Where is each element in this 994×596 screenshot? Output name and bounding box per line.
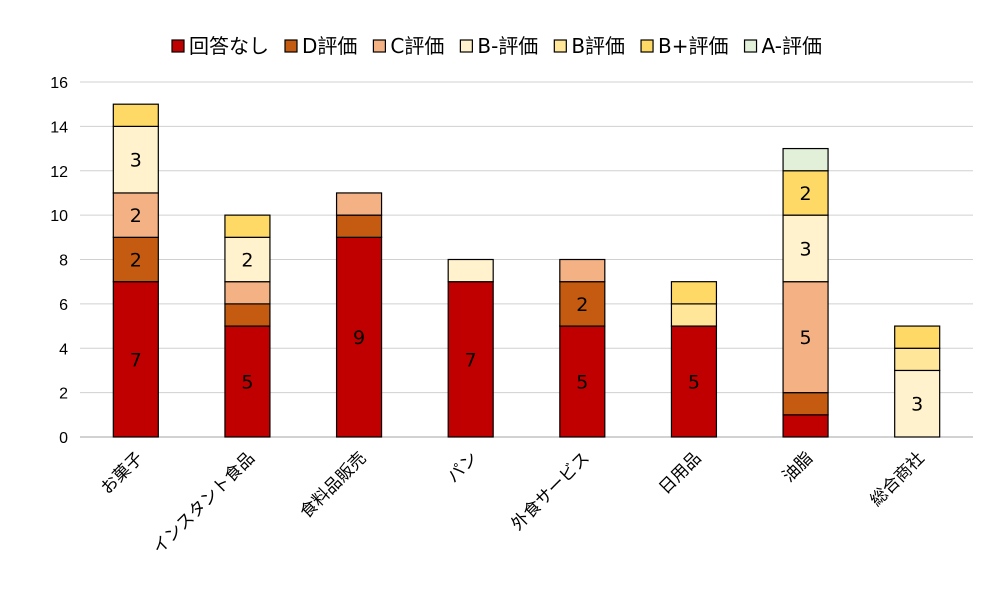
data-label: 2 bbox=[576, 294, 588, 316]
legend-label: 回答なし bbox=[189, 34, 269, 58]
legend-item: B評価 bbox=[553, 34, 625, 58]
bar-segment bbox=[670, 281, 718, 305]
legend-item: B+評価 bbox=[640, 34, 729, 58]
bars bbox=[112, 103, 941, 438]
legend-swatch bbox=[459, 39, 473, 53]
y-tick-label: 0 bbox=[59, 430, 68, 447]
x-tick-label: お菓子 bbox=[97, 448, 147, 498]
x-tick-label: 油脂 bbox=[779, 448, 817, 486]
x-tick-label: 日用品 bbox=[655, 448, 705, 498]
data-labels: 7 2 2 3 5 2 9 7 5 2 5 5 3 2 3 bbox=[130, 150, 923, 416]
y-tick-label: 4 bbox=[59, 341, 68, 358]
legend-item: C評価 bbox=[372, 34, 444, 58]
legend-label: D評価 bbox=[302, 34, 357, 58]
legend-item: B-評価 bbox=[459, 34, 538, 58]
data-label: 3 bbox=[911, 394, 923, 416]
data-label: 7 bbox=[130, 349, 142, 371]
data-label: 2 bbox=[241, 250, 253, 272]
y-tick-label: 16 bbox=[50, 75, 68, 92]
y-tick-label: 12 bbox=[50, 164, 68, 181]
y-tick-label: 6 bbox=[59, 297, 68, 314]
data-label: 2 bbox=[130, 250, 142, 272]
bar-segment bbox=[782, 147, 829, 172]
x-tick-label: パン bbox=[443, 448, 482, 487]
bar-segment bbox=[670, 303, 718, 327]
x-tick-label: インスタント食品 bbox=[149, 448, 259, 558]
bar-segment bbox=[894, 369, 941, 438]
y-tick-label: 8 bbox=[59, 253, 68, 270]
legend-swatch bbox=[284, 39, 298, 53]
bar-segment bbox=[782, 392, 829, 416]
data-label: 5 bbox=[688, 372, 700, 394]
legend-item: 回答なし bbox=[171, 34, 269, 58]
data-label: 5 bbox=[241, 372, 253, 394]
legend-label: C評価 bbox=[390, 34, 444, 58]
bar-segment bbox=[112, 125, 159, 194]
legend-swatch bbox=[640, 39, 654, 53]
legend-swatch bbox=[372, 39, 387, 53]
x-tick-label: 総合商社 bbox=[866, 448, 928, 510]
legend-label: B-評価 bbox=[477, 34, 538, 58]
y-tick-label: 2 bbox=[59, 386, 68, 403]
data-label: 5 bbox=[576, 372, 588, 394]
bar-segment bbox=[224, 236, 271, 283]
data-label: 3 bbox=[130, 150, 142, 172]
data-label: 2 bbox=[800, 183, 812, 205]
legend-swatch bbox=[743, 39, 758, 53]
bar-segment bbox=[782, 281, 829, 394]
y-tick-label: 10 bbox=[50, 208, 68, 225]
bar-segment bbox=[894, 325, 941, 349]
bar-segment bbox=[224, 281, 271, 305]
bar-segment bbox=[559, 281, 606, 327]
data-label: 7 bbox=[465, 349, 477, 371]
legend-item: D評価 bbox=[284, 34, 357, 58]
y-tick-label: 14 bbox=[50, 119, 68, 136]
gridlines bbox=[80, 81, 973, 438]
data-label: 9 bbox=[353, 327, 365, 349]
chart-legend: 回答なし D評価 C評価 B-評価 B評価 B+評価 A-評価 bbox=[171, 34, 822, 58]
x-axis: お菓子 インスタント食品 食料品販売 パン 外食サービス 日用品 油脂 総合商社 bbox=[97, 448, 929, 558]
bar-segment bbox=[112, 236, 159, 283]
bar-segment bbox=[112, 281, 159, 438]
bar-segment bbox=[224, 214, 271, 238]
y-axis: 0 2 4 6 8 10 12 14 16 bbox=[50, 75, 68, 447]
bar-segment bbox=[224, 303, 271, 327]
bar-segment bbox=[894, 347, 941, 372]
x-tick-label: 食料品販売 bbox=[296, 448, 370, 522]
data-label: 2 bbox=[130, 205, 142, 227]
bar-segment bbox=[782, 170, 829, 216]
data-label: 5 bbox=[800, 327, 812, 349]
x-tick-label: 外食サービス bbox=[508, 448, 594, 534]
bar-segment bbox=[447, 258, 494, 283]
legend-label: B+評価 bbox=[658, 34, 728, 58]
legend-item: A-評価 bbox=[743, 34, 822, 58]
data-label: 3 bbox=[800, 238, 812, 260]
bar-segment bbox=[559, 258, 606, 283]
legend-label: A-評価 bbox=[762, 34, 822, 58]
bar-segment bbox=[335, 192, 383, 216]
legend-label: B評価 bbox=[571, 34, 625, 58]
bar-segment bbox=[559, 325, 606, 438]
bar-segment bbox=[112, 103, 159, 127]
legend-swatch bbox=[553, 39, 567, 53]
bar-segment bbox=[447, 281, 494, 438]
bar-segment bbox=[782, 414, 829, 438]
bar-segment bbox=[335, 214, 383, 238]
legend-swatch bbox=[171, 39, 185, 53]
